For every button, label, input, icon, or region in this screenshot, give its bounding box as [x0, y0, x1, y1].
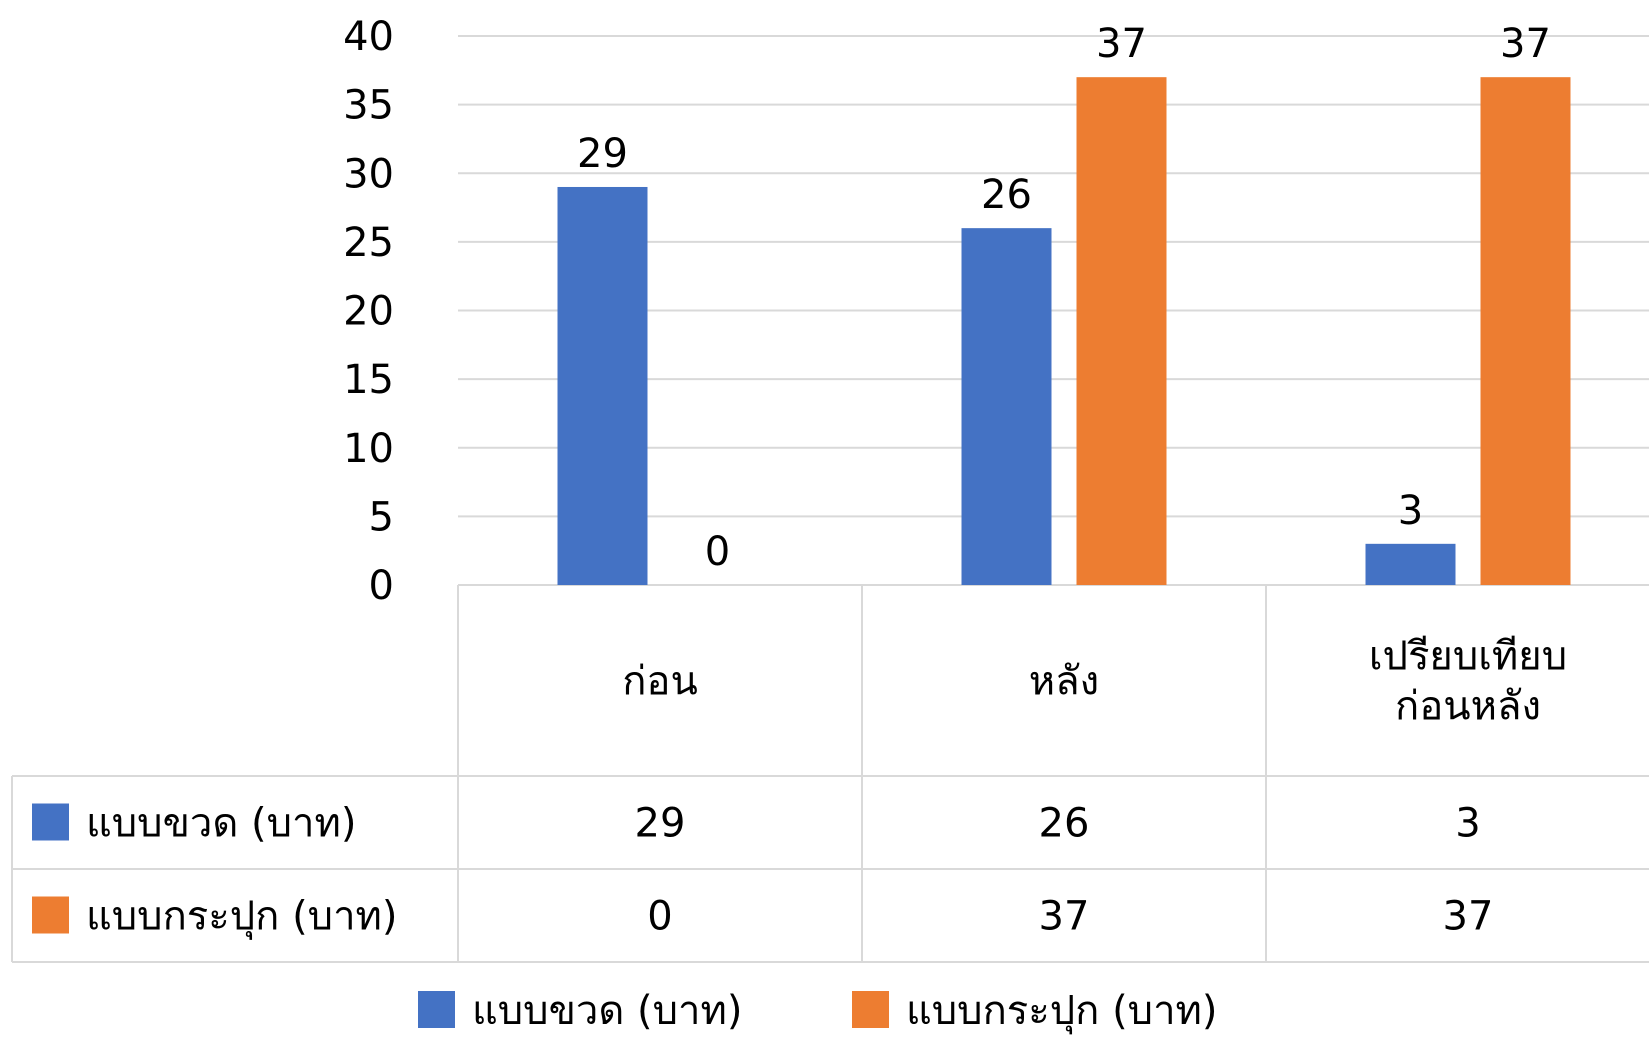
legend-entry: แบบกระปุก (บาท)	[906, 988, 1218, 1035]
y-tick-label: 30	[343, 151, 394, 197]
table-legend-swatch	[32, 896, 69, 934]
data-label-series1-cat2: 37	[1500, 21, 1551, 67]
table-cell-value: 37	[1443, 894, 1494, 940]
y-tick-label: 20	[343, 289, 394, 335]
legend-swatch	[418, 991, 455, 1028]
category-label: หลัง	[1029, 659, 1099, 705]
y-tick-label: 0	[369, 563, 394, 609]
y-tick-label: 40	[343, 14, 394, 60]
table-legend-swatch	[32, 803, 69, 841]
bar-series1-cat2	[1480, 77, 1571, 586]
table-cell-value: 3	[1455, 801, 1480, 847]
legend-swatch	[852, 991, 889, 1028]
y-tick-label: 5	[369, 494, 394, 540]
table-series-name: แบบกระปุก (บาท)	[86, 894, 398, 941]
legend-entry: แบบขวด (บาท)	[472, 988, 743, 1034]
data-labels: 29 0 26 37 3 37	[577, 21, 1551, 575]
table-cell-value: 0	[647, 894, 672, 940]
category-label-line: เปรียบเทียบ	[1369, 634, 1567, 680]
legend: แบบขวด (บาท) แบบกระปุก (บาท)	[418, 988, 1218, 1035]
bar-series0-cat1	[961, 228, 1052, 585]
data-label-series1-cat0: 0	[705, 529, 730, 575]
y-axis-tick-labels: 0 5 10 15 20 25 30 35 40	[343, 14, 394, 609]
category-label: ก่อน	[622, 659, 698, 705]
y-tick-label: 35	[343, 83, 394, 129]
y-tick-label: 15	[343, 357, 394, 403]
data-label-series0-cat0: 29	[577, 131, 628, 177]
bar-series1-cat1	[1076, 77, 1167, 586]
y-tick-label: 25	[343, 220, 394, 266]
y-tick-label: 10	[343, 426, 394, 472]
table-cell-value: 26	[1039, 801, 1090, 847]
gridlines	[458, 35, 1649, 586]
table-cell-value: 37	[1039, 894, 1090, 940]
category-label-line: ก่อน	[622, 659, 698, 705]
data-label-series0-cat2: 3	[1398, 488, 1423, 534]
category-label-line: หลัง	[1029, 659, 1099, 705]
category-label-line: ก่อนหลัง	[1395, 684, 1541, 730]
data-label-series0-cat1: 26	[981, 172, 1032, 218]
bar-series0-cat2	[1365, 543, 1456, 585]
category-label: เปรียบเทียบก่อนหลัง	[1369, 634, 1567, 730]
data-label-series1-cat1: 37	[1096, 21, 1147, 67]
bar-series0-cat0	[557, 186, 648, 585]
table-cell-value: 29	[635, 801, 686, 847]
table-series-name: แบบขวด (บาท)	[86, 801, 357, 847]
bars	[557, 77, 1571, 586]
